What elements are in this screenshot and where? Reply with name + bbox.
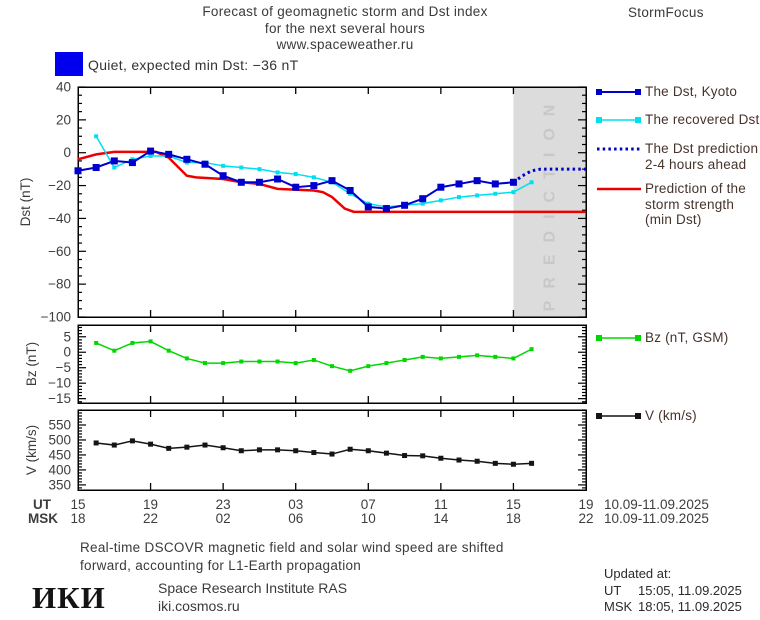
legend-label-v: V (km/s)	[645, 408, 697, 423]
svg-text:−80: −80	[48, 277, 71, 292]
updated-ut-row: UT 15:05, 11.09.2025	[604, 583, 742, 600]
iki-logo: ИКИ	[32, 580, 106, 615]
footnote: Real-time DSCOVR magnetic field and sola…	[80, 539, 504, 575]
svg-text:11: 11	[434, 497, 448, 512]
svg-text:−5: −5	[56, 360, 71, 375]
legend-item-dst-kyoto: The Dst, Kyoto	[596, 84, 737, 100]
storm-level-swatch	[55, 52, 83, 76]
svg-text:19: 19	[143, 497, 158, 512]
updated-ut-label: UT	[604, 582, 622, 598]
legend-item-dst-prediction: The Dst prediction 2-4 hours ahead	[596, 141, 758, 172]
title-line-2: for the next several hours	[264, 20, 426, 36]
svg-text:450: 450	[48, 447, 71, 462]
svg-text:18: 18	[506, 511, 521, 526]
svg-text:5: 5	[63, 329, 71, 344]
updated-block: Updated at: UT 15:05, 11.09.2025 MSK 18:05…	[604, 566, 742, 616]
legend-label-storm-prediction: Prediction of the storm strength (min Ds…	[645, 181, 746, 228]
title-url: www.spaceweather.ru	[276, 37, 414, 52]
updated-msk-row: MSK 18:05, 11.09.2025	[604, 599, 742, 616]
svg-text:10.09-11.09.2025: 10.09-11.09.2025	[604, 497, 709, 512]
svg-text:Bz (nT): Bz (nT)	[24, 342, 39, 386]
svg-text:06: 06	[288, 511, 303, 526]
svg-text:22: 22	[143, 511, 158, 526]
svg-text:23: 23	[216, 497, 231, 512]
legend-label-bz: Bz (nT, GSM)	[645, 330, 729, 345]
svg-text:0: 0	[63, 345, 71, 360]
legend-label-recovered-dst: The recovered Dst	[645, 112, 760, 127]
legend-label-storm-l2: storm strength	[645, 196, 735, 212]
svg-text:20: 20	[56, 112, 71, 127]
svg-text:PREDICTION: PREDICTION	[542, 93, 559, 312]
svg-text:18: 18	[70, 511, 85, 526]
legend-label-dst-prediction: The Dst prediction 2-4 hours ahead	[645, 141, 758, 172]
legend-label-storm-l1: Prediction of the	[645, 181, 746, 196]
svg-text:07: 07	[361, 497, 376, 512]
svg-text:0: 0	[63, 145, 71, 160]
svg-text:V (km/s): V (km/s)	[24, 425, 39, 475]
institute-name: Space Research Institute RAS	[158, 580, 348, 596]
legend-item-v: V (km/s)	[596, 408, 697, 424]
dst-kyoto-line-icon	[596, 89, 641, 95]
updated-ut-value: 15:05, 11.09.2025	[638, 582, 742, 598]
institute-site: iki.cosmos.ru	[158, 597, 240, 614]
svg-text:40: 40	[56, 80, 71, 95]
svg-text:500: 500	[48, 432, 71, 447]
svg-text:−60: −60	[48, 244, 71, 259]
legend-item-bz: Bz (nT, GSM)	[596, 330, 728, 346]
svg-text:400: 400	[48, 462, 71, 477]
svg-text:02: 02	[216, 511, 231, 526]
svg-text:350: 350	[48, 477, 71, 492]
updated-msk-value: 18:05, 11.09.2025	[638, 599, 742, 614]
title-line-1: Forecast of geomagnetic storm and Dst in…	[202, 4, 488, 19]
legend-label-dst-prediction-l1: The Dst prediction	[645, 141, 759, 156]
footnote-line-1: Real-time DSCOVR magnetic field and sola…	[80, 540, 504, 555]
v-line-icon	[596, 413, 641, 419]
footnote-line-2: forward, accounting for L1-Earth propaga…	[80, 558, 362, 573]
storm-prediction-line-icon	[597, 187, 641, 191]
svg-text:10.09-11.09.2025: 10.09-11.09.2025	[604, 511, 709, 526]
dst-prediction-dotted-icon	[597, 147, 641, 151]
recovered-dst-line-icon	[596, 117, 641, 123]
svg-text:15: 15	[506, 497, 521, 512]
svg-text:03: 03	[288, 497, 303, 512]
legend-item-storm-prediction: Prediction of the storm strength (min Ds…	[596, 181, 746, 228]
svg-text:−100: −100	[41, 310, 71, 325]
svg-text:−15: −15	[48, 391, 71, 406]
institute-block: Space Research Institute RAS iki.cosmos.…	[158, 580, 347, 615]
svg-text:15: 15	[70, 497, 85, 512]
updated-label: Updated at:	[604, 566, 672, 581]
legend-label-dst-prediction-l2: 2-4 hours ahead	[645, 156, 747, 172]
svg-text:−10: −10	[48, 376, 71, 391]
legend-label-storm-l3: (min Dst)	[645, 212, 702, 227]
updated-msk-label: MSK	[604, 599, 633, 614]
svg-text:Dst (nT): Dst (nT)	[18, 178, 33, 227]
legend-item-recovered-dst: The recovered Dst	[596, 112, 759, 128]
svg-text:−20: −20	[48, 178, 71, 193]
svg-text:10: 10	[361, 511, 376, 526]
brand-stormfocus: StormFocus	[628, 5, 704, 20]
storm-status-text: Quiet, expected min Dst: −36 nT	[88, 57, 299, 73]
svg-text:−40: −40	[48, 211, 71, 226]
page-title: Forecast of geomagnetic storm and Dst in…	[110, 4, 580, 54]
svg-text:14: 14	[433, 511, 449, 526]
svg-text:22: 22	[578, 511, 593, 526]
svg-text:19: 19	[578, 497, 593, 512]
bz-line-icon	[596, 335, 641, 341]
svg-text:UT: UT	[33, 497, 52, 512]
svg-text:550: 550	[48, 417, 71, 432]
legend-label-dst-kyoto: The Dst, Kyoto	[645, 84, 738, 99]
svg-text:MSK: MSK	[28, 511, 58, 526]
